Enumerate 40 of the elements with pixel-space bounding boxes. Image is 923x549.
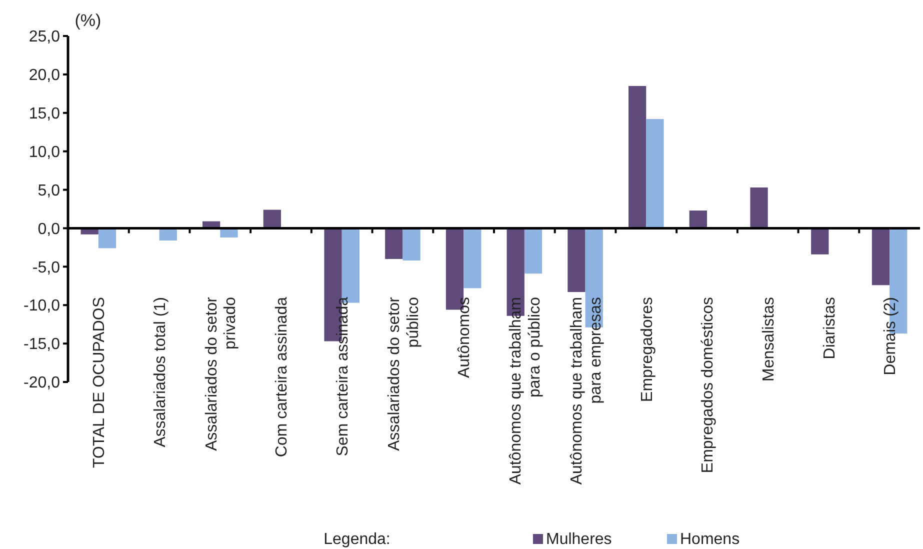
y-tick-label: -15,0 [24,336,60,354]
x-tick-label: Mensalistas [760,297,778,382]
y-tick-label: -20,0 [24,374,60,392]
bar [263,210,281,228]
x-tick-label: Sem carteira assinada [334,296,352,456]
x-tick-label: Assalariados do setor público [386,296,422,451]
x-tick-label: Empregadores [638,297,656,402]
x-tick-label: TOTAL DE OCUPADOS [91,297,108,468]
x-tick-label: Assalariados do setor privado [203,296,240,451]
bar [98,228,116,248]
legend-title: Legenda: [324,531,390,548]
bar [689,210,707,228]
legend-label: Mulheres [546,531,612,548]
bar [402,228,420,261]
bar [872,228,890,286]
y-tick-label: 10,0 [28,144,60,161]
y-tick-label: -5,0 [32,259,60,276]
legend-label: Homens [680,531,740,548]
bar [811,228,829,254]
y-tick-label: 20,0 [28,67,60,84]
bar [568,228,586,292]
x-tick-label: Diaristas [821,297,838,360]
y-tick-label: 15,0 [28,105,60,122]
y-tick-label: -10,0 [24,298,60,315]
x-tick-label: Autônomos [456,297,474,378]
bar [628,86,646,228]
x-tick-label: Empregados domésticos [700,297,717,474]
y-tick-label: 5,0 [38,182,60,200]
x-tick-label: Com carteira assinada [274,296,291,458]
x-tick-label: Autônomos que trabalham para o público [508,296,544,485]
x-tick-label: Demais (2) [882,297,900,376]
y-tick-label: 25,0 [28,28,60,46]
bar [750,187,768,228]
x-tick-label: Assalariados total (1) [152,297,169,448]
bar [385,228,403,259]
bar [524,228,542,274]
bar [464,228,482,288]
bar [646,119,664,228]
y-tick-label: 0,0 [38,220,60,238]
y-axis-title: (%) [74,11,102,30]
